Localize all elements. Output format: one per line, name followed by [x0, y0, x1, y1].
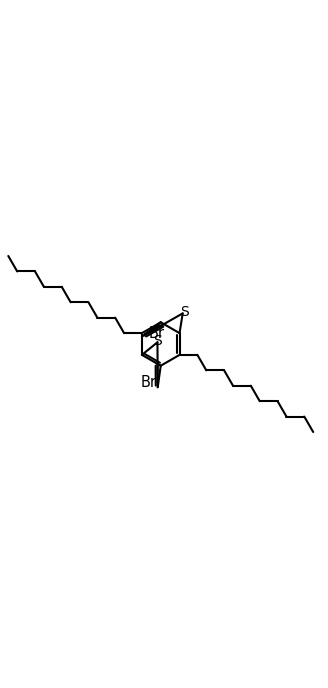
Text: Br: Br	[141, 375, 156, 390]
Text: S: S	[153, 334, 162, 347]
Text: Br: Br	[149, 325, 165, 341]
Text: S: S	[180, 305, 189, 319]
